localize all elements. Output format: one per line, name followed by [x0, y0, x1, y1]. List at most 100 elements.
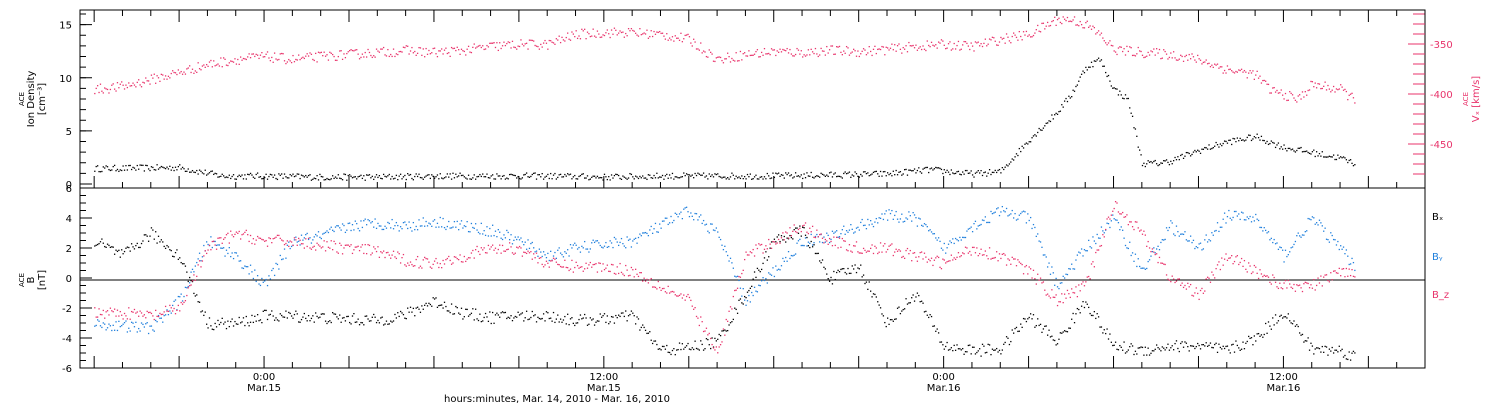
- vx-point: [206, 63, 208, 66]
- bx-point: [610, 315, 613, 318]
- bx-point: [1039, 323, 1042, 326]
- bx-point: [1137, 347, 1139, 349]
- density-point: [674, 176, 676, 178]
- by-point: [996, 208, 998, 210]
- density-point: [918, 167, 920, 169]
- vx-point: [578, 35, 580, 37]
- bx-point: [96, 243, 99, 246]
- bx-point: [343, 316, 345, 319]
- density-point: [707, 178, 709, 180]
- bx-point: [215, 326, 218, 328]
- by-point: [1046, 266, 1049, 268]
- bx-point: [1269, 325, 1271, 327]
- bz-point: [242, 233, 245, 235]
- bx-point: [402, 313, 405, 316]
- by-point: [1330, 232, 1332, 234]
- vx-point: [1342, 89, 1345, 91]
- bz-point: [704, 330, 706, 332]
- vx-point: [237, 58, 239, 61]
- bx-point: [1262, 336, 1264, 338]
- vx-point: [1270, 92, 1272, 94]
- bx-point: [129, 250, 131, 252]
- by-point: [504, 237, 507, 239]
- bx-point: [1239, 349, 1241, 351]
- by-point: [793, 254, 795, 256]
- by-point: [608, 245, 610, 248]
- vx-point: [657, 31, 659, 34]
- density-point: [1347, 161, 1349, 164]
- bx-point: [491, 311, 494, 314]
- bx-point: [1089, 312, 1091, 315]
- bz-point: [483, 247, 485, 249]
- bz-point: [407, 262, 409, 264]
- bz-point: [986, 255, 988, 257]
- bz-point: [414, 265, 416, 267]
- bx-point: [365, 315, 368, 317]
- bx-point: [609, 321, 611, 323]
- by-point: [892, 218, 894, 220]
- by-point: [1042, 254, 1045, 256]
- bz-point: [1238, 263, 1240, 266]
- by-point: [787, 250, 790, 253]
- by-point: [739, 287, 742, 289]
- density-point: [732, 174, 734, 176]
- bz-point: [819, 233, 821, 236]
- bz-point: [894, 251, 896, 253]
- vx-point: [861, 50, 863, 52]
- density-point: [986, 175, 988, 177]
- by-point: [483, 230, 485, 232]
- by-point: [480, 222, 482, 225]
- density-point: [130, 168, 133, 171]
- by-point: [1085, 250, 1087, 252]
- bz-point: [830, 240, 832, 243]
- vx-point: [940, 39, 943, 41]
- bx-point: [714, 337, 716, 340]
- by-point: [155, 319, 157, 322]
- density-point: [221, 173, 223, 175]
- density-point: [1003, 168, 1005, 171]
- by-point: [953, 242, 955, 245]
- bx-point: [1334, 349, 1336, 351]
- bz-point: [820, 233, 822, 235]
- bx-point: [1307, 337, 1309, 339]
- bz-point: [588, 264, 590, 266]
- bx-point: [554, 321, 556, 324]
- bz-point: [1334, 270, 1336, 272]
- density-point: [789, 175, 791, 177]
- bz-point: [668, 292, 671, 294]
- density-point: [336, 177, 338, 179]
- density-point: [874, 170, 876, 173]
- bz-point: [203, 255, 205, 257]
- bx-point: [222, 323, 225, 325]
- vx-point: [879, 48, 882, 51]
- density-point: [1199, 152, 1202, 154]
- vx-point: [177, 69, 179, 71]
- bz-point: [1181, 282, 1183, 284]
- density-point: [1325, 156, 1328, 158]
- vx-point: [836, 46, 838, 48]
- density-point: [306, 176, 308, 178]
- vx-point: [1192, 56, 1195, 58]
- bz-point: [272, 238, 274, 240]
- by-point: [950, 241, 953, 244]
- bx-point: [913, 300, 916, 302]
- bx-point: [1021, 326, 1023, 329]
- bx-point: [346, 315, 348, 318]
- bz-point: [877, 252, 879, 255]
- bz-point: [538, 257, 541, 259]
- density-point: [668, 174, 671, 176]
- density-point: [214, 172, 216, 175]
- vx-point: [615, 29, 617, 31]
- by-point: [603, 245, 606, 247]
- bz-point: [997, 260, 999, 262]
- by-point: [320, 237, 322, 240]
- vx-point: [245, 58, 247, 61]
- by-point: [683, 208, 685, 210]
- bx-point: [299, 321, 301, 323]
- bz-point: [99, 313, 102, 316]
- bx-point: [960, 349, 962, 351]
- bx-point: [843, 267, 845, 270]
- by-point: [286, 244, 289, 246]
- bx-point: [1000, 353, 1002, 355]
- bx-point: [204, 311, 206, 313]
